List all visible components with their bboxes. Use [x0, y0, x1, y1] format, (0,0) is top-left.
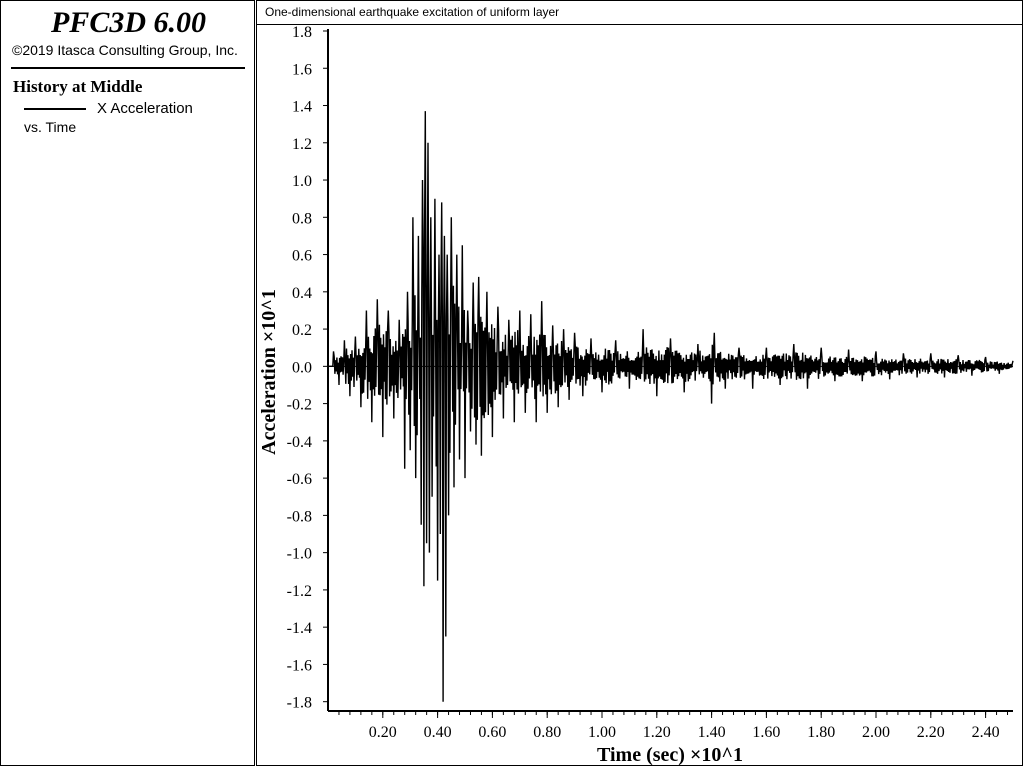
info-panel: PFC3D 6.00 ©2019 Itasca Consulting Group…: [0, 0, 255, 766]
y-tick-label: 0.8: [292, 210, 312, 227]
legend-label: X Acceleration: [97, 100, 193, 117]
y-tick-label: 1.6: [292, 61, 312, 78]
x-tick-label: 1.20: [643, 724, 671, 741]
y-tick-label: 0.0: [292, 359, 312, 376]
plot-caption-bar: One-dimensional earthquake excitation of…: [256, 0, 1023, 25]
x-tick-label: 1.80: [807, 724, 835, 741]
y-tick-label: 0.4: [292, 285, 312, 302]
y-tick-label: -1.4: [287, 620, 312, 637]
plot-caption: One-dimensional earthquake excitation of…: [265, 5, 560, 19]
y-tick-label: 1.4: [292, 99, 312, 116]
y-tick-label: 1.2: [292, 136, 312, 153]
y-tick-label: 0.2: [292, 322, 312, 339]
x-axis-label: Time (sec) ×10^1: [597, 744, 743, 766]
y-tick-label: -0.4: [287, 434, 312, 451]
tick-group: 1.8 1.6 1.4 1.2 1.0 0.8 0.6 0.4 0.2 0.0 -0.2 -0.4 -0…: [287, 24, 1009, 741]
y-tick-label: -1.0: [287, 546, 312, 563]
history-title: History at Middle: [13, 77, 143, 96]
x-tick-label: 0.60: [478, 724, 506, 741]
y-tick-label: -1.2: [287, 583, 312, 600]
y-axis-label: Acceleration ×10^1: [258, 289, 280, 455]
y-tick-label: -0.8: [287, 508, 312, 525]
y-tick-label: 0.6: [292, 248, 312, 265]
x-tick-label: 2.00: [862, 724, 890, 741]
legend-line-swatch: [24, 108, 86, 110]
x-tick-label: 1.00: [588, 724, 616, 741]
series-line-x-acceleration: [328, 111, 1014, 702]
plot-area-border: [256, 25, 1023, 766]
y-tick-label: -1.6: [287, 657, 312, 674]
x-tick-label: 2.20: [917, 724, 945, 741]
legend-sub-label: vs. Time: [24, 119, 77, 135]
x-tick-label: 0.80: [533, 724, 561, 741]
x-tick-label: 0.40: [424, 724, 452, 741]
app-title: PFC3D 6.00: [50, 6, 206, 39]
x-tick-label: 1.60: [752, 724, 780, 741]
y-tick-label: -1.8: [287, 695, 312, 712]
panel-divider: [11, 67, 245, 69]
y-tick-label: 1.0: [292, 173, 312, 190]
y-tick-label: 1.8: [292, 24, 312, 41]
y-tick-label: -0.6: [287, 471, 312, 488]
x-tick-label: 0.20: [369, 724, 397, 741]
x-tick-label: 2.40: [972, 724, 1000, 741]
y-tick-label: -0.2: [287, 397, 312, 414]
x-tick-label: 1.40: [698, 724, 726, 741]
copyright-text: ©2019 Itasca Consulting Group, Inc.: [12, 42, 238, 58]
